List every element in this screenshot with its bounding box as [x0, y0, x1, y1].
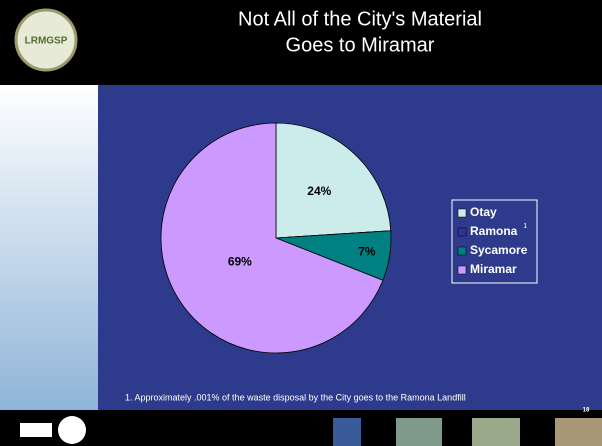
legend-swatch — [457, 227, 467, 237]
legend-label: Otay — [470, 205, 497, 219]
legend-label: Miramar — [470, 262, 517, 276]
legend-swatch — [457, 246, 467, 256]
pie-slice — [275, 122, 392, 239]
data-label: 7% — [358, 245, 376, 259]
legend-label: Sycamore — [470, 243, 528, 257]
legend-box — [451, 199, 538, 284]
data-label: 24% — [307, 184, 331, 198]
footer-photo — [555, 418, 602, 446]
footer-logo — [20, 423, 52, 437]
footer-photo — [472, 418, 520, 446]
footer-photo — [396, 418, 442, 446]
pie-slice — [160, 122, 384, 354]
logo — [14, 8, 78, 72]
logo-text: LRMGSP — [25, 36, 68, 47]
chart-title: Goes to Miramar — [286, 34, 435, 56]
legend-superscript: 1 — [523, 223, 527, 230]
data-label: 69% — [228, 255, 252, 269]
side-bar — [0, 85, 98, 410]
legend-swatch — [457, 208, 467, 218]
footnote: 1. Approximately .001% of the waste disp… — [125, 392, 466, 402]
footer-photo — [333, 418, 361, 446]
chart-title: Not All of the City's Material — [238, 8, 482, 30]
legend-swatch — [457, 265, 467, 275]
footer-logo — [58, 416, 86, 444]
page-number: 18 — [583, 408, 590, 414]
legend-label: Ramona — [470, 224, 518, 238]
